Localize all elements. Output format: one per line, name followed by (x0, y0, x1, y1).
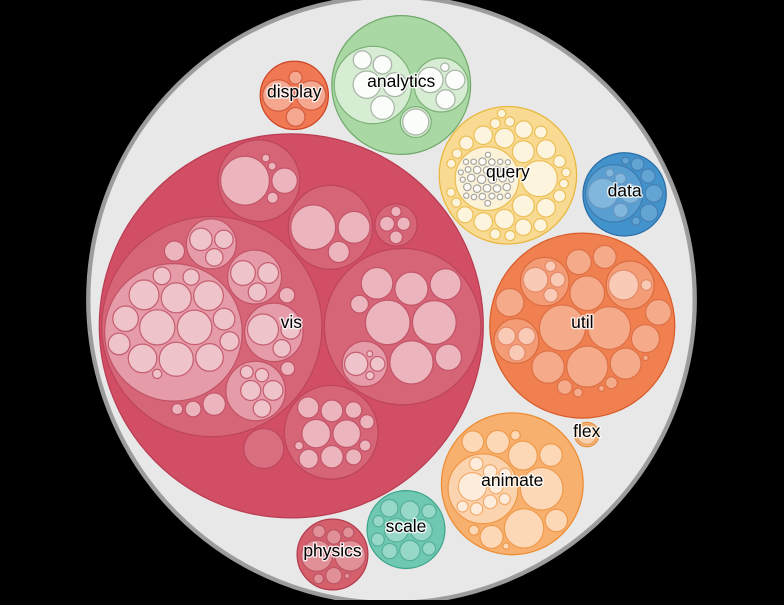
svg-text:physics: physics (303, 541, 362, 561)
svg-text:vis: vis (281, 312, 303, 332)
svg-text:analytics: analytics (367, 71, 435, 91)
svg-text:scale: scale (386, 516, 427, 536)
svg-text:data: data (608, 181, 642, 201)
svg-text:display: display (267, 82, 322, 102)
svg-text:flex: flex (573, 421, 600, 441)
svg-text:util: util (571, 312, 593, 332)
svg-text:query: query (486, 161, 530, 181)
svg-text:animate: animate (481, 470, 543, 490)
